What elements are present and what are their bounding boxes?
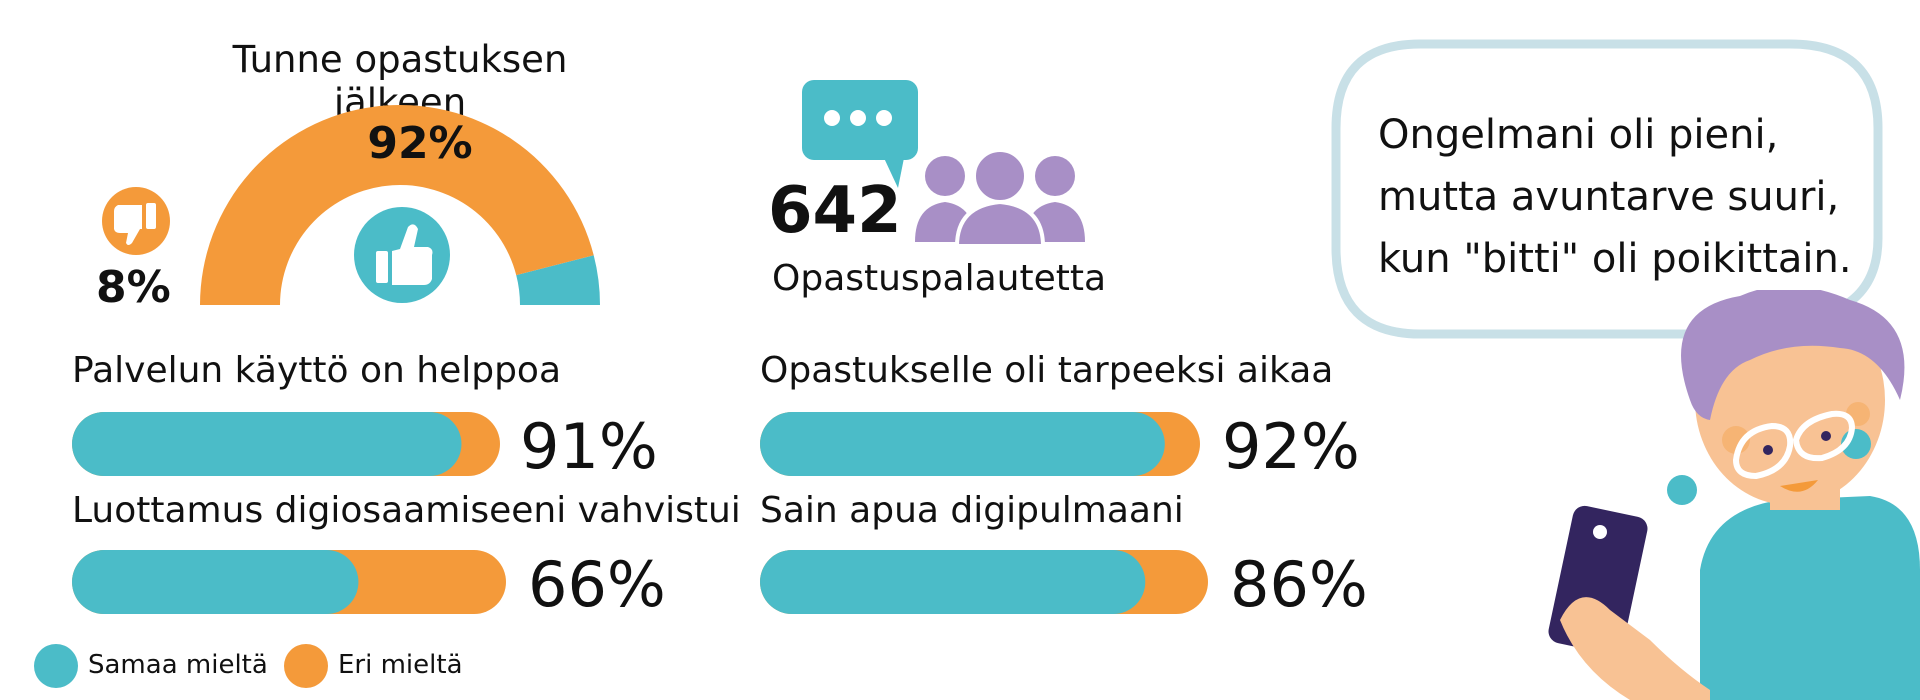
bar-agree-segment bbox=[760, 412, 1165, 476]
quote-line: Ongelmani oli pieni, bbox=[1378, 112, 1779, 158]
bar-label: Luottamus digiosaamiseeni vahvistui bbox=[72, 490, 741, 531]
bar-value-label: 86% bbox=[1230, 548, 1368, 621]
quote-line: kun "bitti" oli poikittain. bbox=[1378, 236, 1852, 282]
thumbs-down-icon bbox=[102, 187, 170, 255]
stacked-bar bbox=[72, 550, 506, 614]
gauge-title: Tunne opastuksen jälkeen bbox=[232, 38, 568, 124]
quote-line: mutta avuntarve suuri, bbox=[1378, 174, 1840, 220]
bar-value-label: 92% bbox=[1222, 410, 1360, 483]
feedback-count: 642 bbox=[768, 174, 902, 248]
gauge-agree-value: 92% bbox=[367, 118, 473, 169]
gauge-disagree-value: 8% bbox=[96, 262, 171, 313]
stacked-bar bbox=[760, 412, 1200, 476]
bar-agree-segment bbox=[72, 550, 359, 614]
bar-label: Sain apua digipulmaani bbox=[760, 490, 1184, 531]
thumbs-up-icon bbox=[354, 207, 450, 303]
legend-agree-swatch bbox=[34, 644, 78, 688]
bar-value-label: 66% bbox=[528, 548, 666, 621]
stacked-bar bbox=[72, 412, 500, 476]
woman-with-phone-illustration bbox=[1548, 290, 1920, 700]
bar-label: Palvelun käyttö on helppoa bbox=[72, 350, 562, 391]
chat-bubble-icon bbox=[802, 80, 918, 188]
gauge-chart bbox=[200, 105, 600, 305]
stacked-bar bbox=[760, 550, 1208, 614]
legend-disagree-swatch bbox=[284, 644, 328, 688]
legend-agree-label: Samaa mieltä bbox=[88, 650, 268, 680]
bar-label: Opastukselle oli tarpeeksi aikaa bbox=[760, 350, 1334, 391]
people-group-icon bbox=[915, 150, 1085, 246]
bar-value-label: 91% bbox=[520, 410, 658, 483]
gauge-agree-segment bbox=[516, 255, 600, 305]
feedback-count-label: Opastuspalautetta bbox=[772, 258, 1107, 299]
gauge-disagree-segment bbox=[200, 105, 594, 305]
bar-agree-segment bbox=[760, 550, 1146, 614]
quote-text: Ongelmani oli pieni, mutta avuntarve suu… bbox=[1378, 104, 1858, 290]
legend-disagree-label: Eri mieltä bbox=[338, 650, 463, 680]
bar-agree-segment bbox=[72, 412, 462, 476]
